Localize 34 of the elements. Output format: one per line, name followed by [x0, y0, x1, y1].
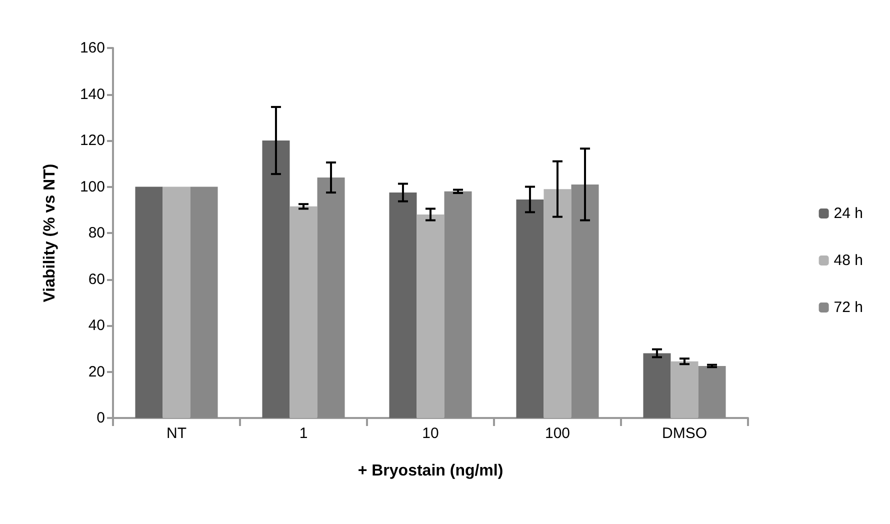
bar — [290, 206, 318, 418]
bar — [389, 192, 417, 418]
y-tick-label: 120 — [80, 132, 105, 149]
bar — [190, 186, 218, 418]
y-tick-label: 20 — [88, 363, 105, 380]
y-axis-title: Viability (% vs NT) — [42, 164, 58, 302]
x-tick-label: DMSO — [662, 425, 707, 442]
x-tick-label: 1 — [299, 425, 308, 442]
x-tick-label: NT — [166, 425, 186, 442]
bar — [262, 140, 290, 418]
bar — [698, 366, 726, 418]
bar — [670, 361, 698, 418]
y-tick-label: 160 — [80, 40, 105, 56]
x-tick-label: 10 — [422, 425, 439, 442]
bar — [416, 214, 444, 418]
y-tick-label: 100 — [80, 178, 105, 196]
x-axis-title: + Bryostain (ng/ml) — [358, 462, 504, 480]
bar — [544, 189, 572, 418]
y-tick-label: 0 — [96, 410, 105, 426]
bar — [162, 186, 190, 418]
bar — [317, 178, 345, 418]
bar — [571, 184, 599, 418]
y-tick-label: 60 — [88, 270, 105, 288]
legend-label: 24 h — [834, 205, 864, 222]
x-tick-label: 100 — [544, 425, 570, 442]
legend-label: 72 h — [834, 299, 864, 316]
bar — [516, 199, 544, 418]
y-tick-label: 140 — [80, 86, 105, 103]
bar — [643, 353, 671, 418]
y-tick-label: 80 — [88, 224, 105, 242]
bar — [135, 186, 163, 418]
bar — [444, 191, 472, 418]
legend-label: 48 h — [834, 252, 864, 269]
y-tick-label: 40 — [88, 317, 105, 334]
